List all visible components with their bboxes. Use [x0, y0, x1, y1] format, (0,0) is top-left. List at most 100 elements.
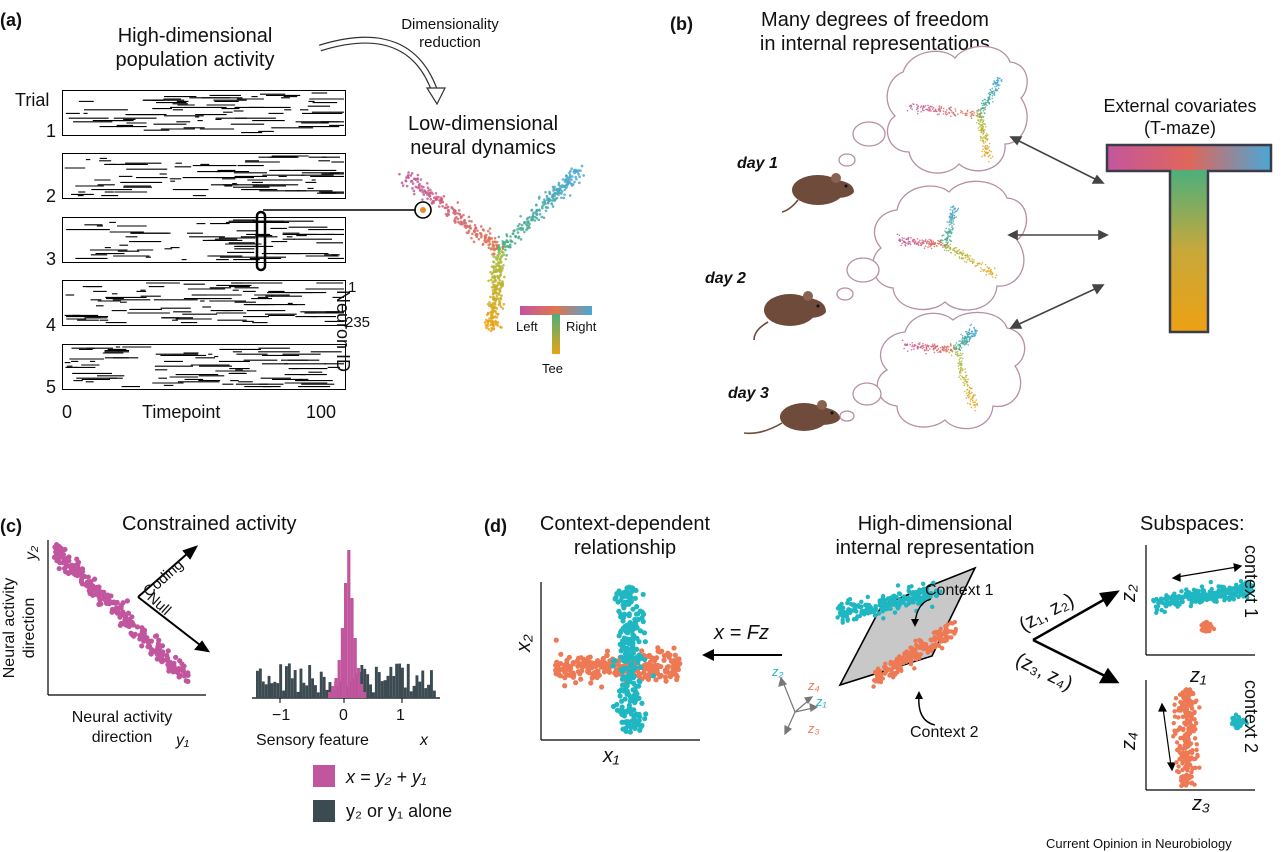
- manifold-point: [901, 339, 904, 342]
- manifold-point: [470, 220, 473, 223]
- context1-point: [1228, 593, 1233, 598]
- context1-point: [620, 726, 626, 732]
- manifold-point: [940, 351, 942, 353]
- legend-swatch-combined: [313, 765, 335, 787]
- context1-point: [624, 675, 630, 681]
- scatter-point: [85, 574, 91, 580]
- manifold-point: [976, 114, 979, 117]
- manifold-point: [986, 139, 989, 141]
- manifold-point: [959, 357, 961, 359]
- manifold-point: [935, 110, 938, 113]
- manifold-point: [961, 367, 963, 370]
- context1-point: [1203, 592, 1208, 597]
- manifold-point: [949, 223, 952, 225]
- journal-footer: Current Opinion in Neurobiology: [1046, 836, 1232, 851]
- manifold-day1: [906, 76, 1003, 163]
- manifold-point: [567, 179, 570, 183]
- manifold-point: [911, 341, 913, 344]
- manifold-point: [962, 250, 964, 252]
- manifold-point: [988, 102, 991, 104]
- manifold-point: [491, 281, 494, 284]
- hist-tick: 0: [339, 707, 348, 724]
- context1-point: [903, 603, 909, 608]
- manifold-point: [494, 279, 498, 282]
- manifold-point: [519, 214, 522, 218]
- scatter-point: [78, 579, 85, 585]
- manifold-point: [966, 389, 968, 391]
- manifold-point: [969, 403, 971, 405]
- manifold-point: [923, 242, 925, 244]
- context-scatter: [540, 582, 700, 741]
- context1-point: [1244, 721, 1249, 726]
- panel-c-letter: (c): [0, 516, 22, 536]
- manifold-point: [913, 243, 916, 245]
- context2-point: [562, 683, 568, 689]
- manifold-point: [560, 192, 563, 195]
- manifold-point: [966, 109, 969, 112]
- manifold-point: [916, 238, 919, 240]
- manifold-point: [991, 276, 994, 278]
- context1-point: [1250, 588, 1255, 594]
- manifold-point: [967, 256, 969, 258]
- context2-point: [662, 674, 669, 680]
- manifold-point: [981, 262, 984, 264]
- context1-point: [631, 707, 637, 713]
- manifold-point: [942, 113, 945, 115]
- manifold-point: [982, 119, 985, 121]
- scatter-point: [67, 569, 73, 575]
- dim-reduction-label: Dimensionality reduction: [380, 16, 520, 52]
- manifold-point: [966, 392, 968, 394]
- manifold-point: [498, 249, 501, 253]
- manifold-point: [960, 360, 963, 362]
- manifold-point: [990, 273, 992, 275]
- manifold-point: [991, 155, 994, 158]
- context1-point: [1230, 715, 1235, 721]
- manifold-point: [939, 108, 941, 111]
- context1-point: [1155, 604, 1161, 609]
- manifold-point: [491, 240, 495, 243]
- manifold-point: [961, 375, 963, 378]
- manifold-point: [968, 328, 971, 330]
- manifold-point: [483, 239, 486, 242]
- manifold-point: [941, 234, 943, 237]
- manifold-point: [976, 330, 979, 332]
- scatter-point: [183, 678, 189, 684]
- context2-point: [553, 667, 559, 673]
- context2-point: [1191, 756, 1197, 762]
- manifold-point: [948, 221, 950, 224]
- context1-point: [1234, 589, 1239, 594]
- hist-magenta-bar: [334, 678, 338, 698]
- manifold-point: [962, 368, 964, 371]
- manifold-point: [495, 244, 499, 248]
- manifold-point: [970, 260, 973, 262]
- scatter-point: [165, 648, 171, 654]
- manifold-point: [947, 232, 949, 235]
- hist-gray-bar: [415, 675, 419, 698]
- manifold-point: [494, 270, 498, 273]
- manifold-point: [990, 150, 992, 153]
- manifold-point: [985, 132, 988, 135]
- manifold-point: [509, 239, 512, 242]
- context2-point: [600, 655, 606, 662]
- manifold-point: [974, 394, 976, 396]
- context2-point: [1181, 696, 1186, 701]
- manifold-point: [948, 228, 950, 230]
- context1-point: [641, 611, 647, 617]
- context2-point: [636, 673, 643, 680]
- manifold-point: [932, 344, 934, 347]
- manifold-point: [568, 181, 572, 184]
- manifold-point: [489, 329, 493, 333]
- manifold-point: [437, 195, 440, 199]
- manifold-point: [951, 226, 953, 229]
- scatter-y-line2: direction: [21, 597, 38, 659]
- manifold-point: [950, 251, 952, 254]
- manifold-point: [525, 228, 528, 232]
- context1-point: [903, 595, 908, 600]
- context2-point: [933, 642, 938, 647]
- context2-point: [1187, 742, 1192, 748]
- manifold-point: [578, 181, 581, 185]
- context2-point: [604, 648, 611, 654]
- hist-gray-bar: [279, 664, 283, 698]
- scatter-point: [141, 638, 147, 644]
- raster-spikes: [64, 282, 344, 324]
